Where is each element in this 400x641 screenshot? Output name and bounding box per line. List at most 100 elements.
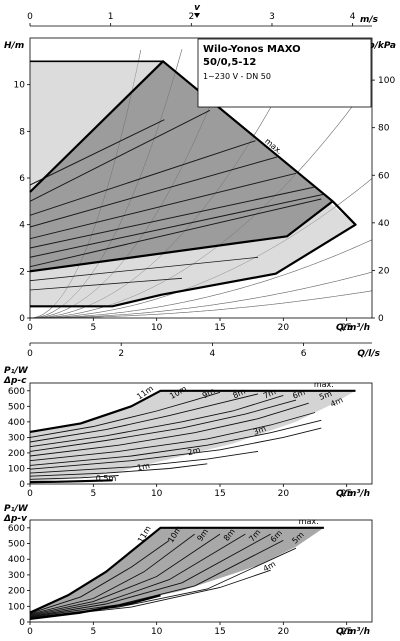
- y-tick-label: 400: [8, 418, 25, 428]
- x-tick-label: 10: [151, 627, 163, 637]
- speed-line-2: [29, 140, 256, 216]
- x-tick-label: 25: [341, 627, 352, 637]
- top-tick-label-velocity: 0: [27, 12, 33, 22]
- top-tick-label-velocity: 4: [350, 12, 356, 22]
- system-curve-overlay-8: [30, 290, 373, 319]
- system-curve-overlay-3: [30, 41, 306, 319]
- power-boundary-dpc-0: [29, 389, 356, 433]
- speed-line-5: [29, 186, 314, 249]
- power-curve-dpv-4: [29, 533, 271, 617]
- y-tick-label: 400: [8, 555, 25, 565]
- y-tick-label: 8: [19, 127, 25, 137]
- y-tick-label: 6: [19, 174, 25, 184]
- y-tick-label: 300: [8, 571, 25, 581]
- x-axis-label: Q/m³/h: [336, 323, 370, 333]
- y-right-tick-label: 20: [378, 266, 390, 276]
- power-curve-dpc-6: [29, 419, 322, 466]
- power-curve-dpc-7: [29, 427, 322, 470]
- x-tick-label: 0: [27, 627, 33, 637]
- y-tick-label: 200: [8, 449, 25, 459]
- x-tick-label: 15: [214, 323, 225, 333]
- power-curve-dpv-2: [29, 533, 221, 616]
- top-tick-label-lps: 0: [27, 349, 33, 359]
- power-curve-dpc-8: [29, 450, 259, 474]
- power-curve-dpc-4: [29, 402, 309, 457]
- power-curve-dpv-3: [29, 533, 246, 617]
- power-curve-dpv-1: [29, 533, 195, 615]
- y-right-tick-label: 60: [378, 171, 390, 181]
- power-curve-dpc-0: [29, 391, 221, 438]
- x-tick-label: 5: [90, 323, 96, 333]
- power-boundary-dpv-0: [29, 526, 324, 614]
- power-dpv-panel: [29, 526, 324, 620]
- x-tick-label: 15: [214, 627, 225, 637]
- x-axis-label: Q/m³/h: [336, 489, 370, 499]
- system-curve-overlay-7: [30, 271, 373, 319]
- speed-line-7: [29, 198, 322, 268]
- system-curve-overlay-2: [29, 40, 237, 319]
- y-right-tick-label: 80: [378, 124, 390, 134]
- top-axis-unit: m/s: [360, 15, 379, 25]
- y-axis-label-power-dpc: P₁/W: [4, 366, 29, 376]
- x-tick-label: 5: [90, 627, 96, 637]
- top-axis-arrow-icon: [194, 13, 200, 18]
- plot-frame-3: [29, 519, 373, 623]
- y-tick-label: 10: [14, 81, 26, 91]
- low-speed-line-0: [29, 256, 259, 282]
- y-tick-label: 4: [19, 221, 25, 231]
- speed-line-0: [29, 119, 165, 186]
- power-region-dpc: [30, 390, 356, 483]
- y-axis-label-right: p/kPa: [367, 41, 396, 51]
- curve-label-dpc: 0,5m: [96, 474, 117, 483]
- boundary-series-0: [29, 200, 334, 273]
- max-label-dpc: max.: [314, 380, 334, 389]
- top-tick-label-velocity: 2: [188, 12, 194, 22]
- y-tick-label: 300: [8, 433, 25, 443]
- system-curve-overlay-1: [29, 49, 183, 319]
- y-axis-label-left: H/m: [4, 41, 24, 51]
- speed-line-3: [29, 156, 278, 228]
- x-tick-label: 20: [278, 627, 290, 637]
- y-tick-label: 0: [19, 314, 25, 324]
- x-tick-label: 10: [151, 489, 163, 499]
- top-tick-label-lps: 4: [210, 349, 216, 359]
- x-axis-label: Q/m³/h: [336, 627, 370, 637]
- top-tick-label-lps: 6: [301, 349, 307, 359]
- power-curve-dpc-5: [29, 412, 316, 462]
- x-tick-label: 25: [341, 489, 352, 499]
- y-tick-label: 600: [8, 524, 25, 534]
- speed-line-4: [29, 172, 297, 240]
- plot-frame-2: [29, 382, 373, 485]
- y-axis-label-dpc-mode: Δp-c: [3, 376, 27, 386]
- top-tick-label-velocity: 3: [269, 12, 275, 22]
- curve-label-dpc: 3m: [252, 424, 267, 437]
- x-tick-label: 25: [341, 323, 352, 333]
- power-curve-dpv-0: [29, 540, 170, 614]
- y-tick-label: 100: [8, 602, 25, 612]
- y-right-tick-label: 0: [378, 314, 384, 324]
- curve-label-dpc: 1m: [136, 461, 151, 473]
- power-curve-dpc-3: [29, 399, 297, 452]
- system-curve-overlay-6: [30, 239, 373, 319]
- y-right-tick-label: 100: [378, 76, 395, 86]
- y-tick-label: 0: [19, 618, 25, 628]
- chart-subtitle: 1~230 V - DN 50: [203, 72, 271, 81]
- power-region-dpv: [30, 527, 324, 619]
- y-tick-label: 500: [8, 540, 25, 550]
- x-tick-label: 5: [90, 489, 96, 499]
- hq-panel: [29, 40, 373, 319]
- power-curve-dpc-2: [29, 394, 284, 448]
- x-tick-label: 0: [27, 323, 33, 333]
- system-curve-overlay-4: [30, 79, 373, 319]
- top-axis-label-v: v: [194, 3, 201, 13]
- x-tick-label: 20: [278, 323, 290, 333]
- power-boundary-dpc-1: [29, 479, 113, 484]
- chart-title-line2: 50/0,5-12: [203, 57, 256, 68]
- power-curve-dpc-10: [29, 475, 119, 480]
- power-curve-dpc-9: [29, 463, 208, 477]
- y-tick-label: 500: [8, 402, 25, 412]
- low-speed-line-1: [29, 277, 183, 291]
- power-dpc-panel: [29, 389, 356, 484]
- top-tick-label-lps: 2: [118, 349, 124, 359]
- y-tick-label: 100: [8, 464, 25, 474]
